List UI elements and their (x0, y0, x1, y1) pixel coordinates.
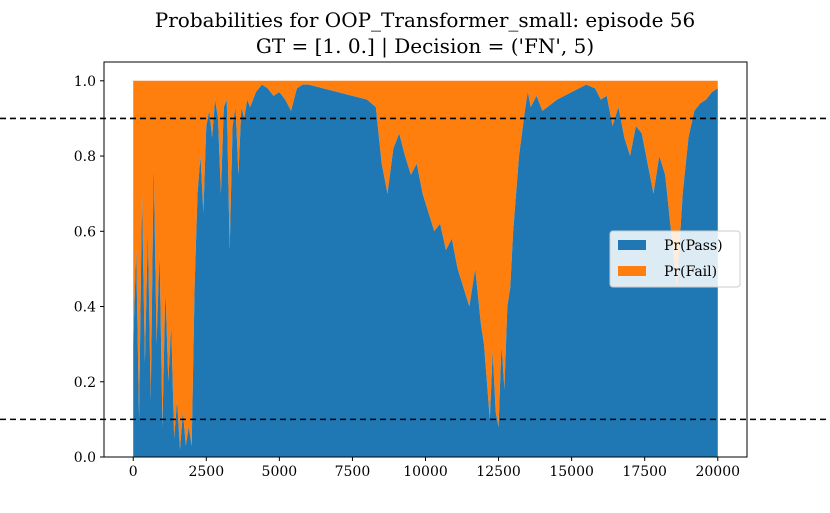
axes: 0 2500 5000 7500 10000 12500 15000 17500 20000 0.… (74, 61, 748, 480)
series-area-pr-pass (133, 84, 718, 457)
x-tick-label-1: 2500 (188, 464, 224, 480)
x-tick-label-6: 15000 (549, 464, 594, 480)
x-tick-label-0: 0 (129, 464, 138, 480)
x-tick-label-5: 12500 (476, 464, 521, 480)
chart-title: Probabilities for OOP_Transformer_small:… (155, 8, 695, 32)
legend-label-1: Pr(Fail) (664, 264, 717, 280)
x-tick-label-8: 20000 (695, 464, 740, 480)
y-tick-label-4: 0.8 (74, 149, 96, 165)
y-tick-label-3: 0.6 (74, 224, 96, 240)
legend-label-0: Pr(Pass) (664, 238, 723, 254)
legend-swatch-1 (618, 266, 646, 276)
y-tick-label-0: 0.0 (74, 450, 96, 466)
x-tick-label-4: 10000 (403, 464, 448, 480)
x-tick-label-2: 5000 (262, 464, 298, 480)
chart-subtitle: GT = [1. 0.] | Decision = ('FN', 5) (256, 34, 594, 59)
x-tick-label-7: 17500 (622, 464, 667, 480)
y-tick-label-5: 1.0 (74, 74, 96, 90)
y-tick-label-1: 0.2 (74, 375, 96, 391)
x-tick-label-3: 7500 (335, 464, 371, 480)
legend: Pr(Pass) Pr(Fail) (609, 230, 741, 288)
y-tick-label-2: 0.4 (74, 300, 96, 316)
plot-area (0, 80, 830, 457)
legend-swatch-0 (618, 240, 646, 250)
